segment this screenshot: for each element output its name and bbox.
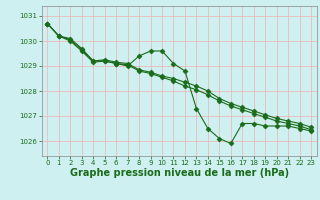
X-axis label: Graphe pression niveau de la mer (hPa): Graphe pression niveau de la mer (hPa): [70, 168, 289, 178]
